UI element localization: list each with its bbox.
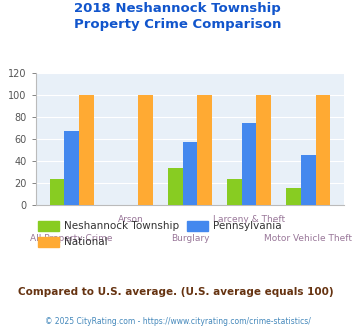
Text: © 2025 CityRating.com - https://www.cityrating.com/crime-statistics/: © 2025 CityRating.com - https://www.city… [45,317,310,326]
Bar [168,168,182,205]
Bar [50,179,64,205]
Legend: Neshannock Township, National, Pennsylvania: Neshannock Township, National, Pennsylva… [34,216,286,252]
Text: Motor Vehicle Theft: Motor Vehicle Theft [264,234,352,243]
Bar [79,95,94,205]
Text: All Property Crime: All Property Crime [31,234,113,243]
Bar [256,95,271,205]
Bar [227,179,242,205]
Text: Compared to U.S. average. (U.S. average equals 100): Compared to U.S. average. (U.S. average … [18,287,333,297]
Bar [242,123,256,205]
Bar [64,131,79,205]
Bar [316,95,330,205]
Bar [197,95,212,205]
Bar [301,155,316,205]
Text: Larceny & Theft: Larceny & Theft [213,215,285,224]
Text: Arson: Arson [118,215,144,224]
Bar [138,95,153,205]
Text: 2018 Neshannock Township
Property Crime Comparison: 2018 Neshannock Township Property Crime … [74,2,281,31]
Text: Burglary: Burglary [171,234,209,243]
Bar [182,142,197,205]
Bar [286,188,301,205]
